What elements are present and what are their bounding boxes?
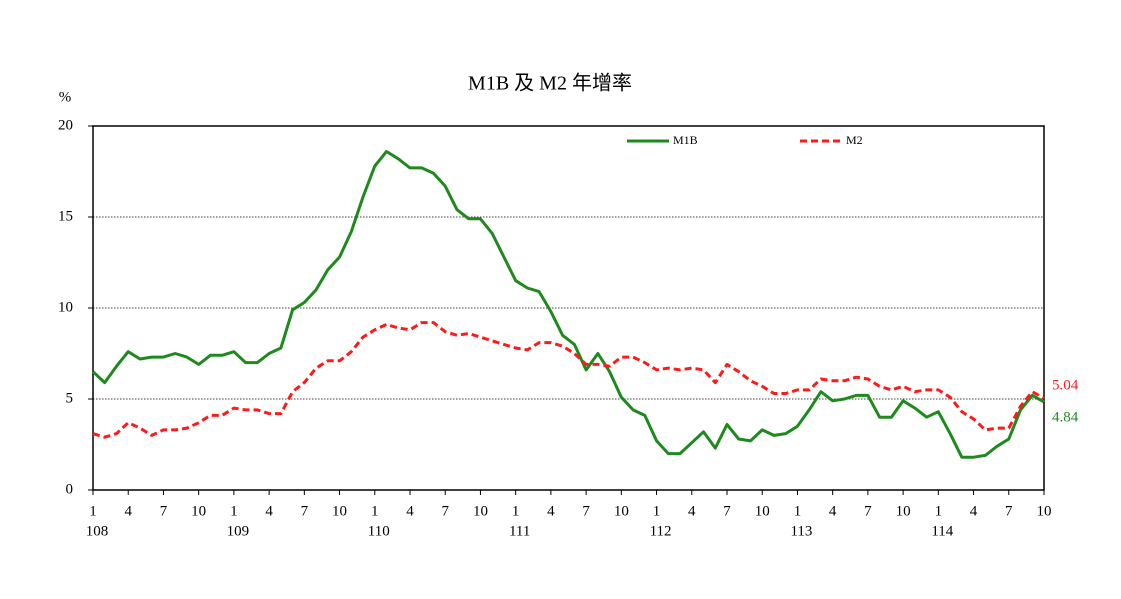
x-tick-label: 10	[473, 503, 488, 519]
y-axis-label: %	[59, 89, 72, 105]
x-year-label: 109	[227, 523, 250, 539]
x-tick-label: 1	[794, 503, 802, 519]
x-tick-label: 1	[89, 503, 97, 519]
y-tick-label: 10	[58, 299, 73, 315]
x-tick-label: 4	[970, 503, 978, 519]
x-tick-label: 10	[614, 503, 629, 519]
plot-frame	[92, 125, 1045, 491]
y-tick-label: 15	[58, 208, 73, 224]
x-tick-label: 1	[512, 503, 520, 519]
x-tick-label: 4	[124, 503, 132, 519]
x-year-label: 114	[931, 523, 953, 539]
x-tick-label: 7	[582, 503, 590, 519]
legend-label: M2	[846, 133, 863, 147]
x-year-label: 112	[650, 523, 672, 539]
x-year-label: 110	[368, 523, 390, 539]
end-value-label: 4.84	[1052, 409, 1079, 425]
x-tick-label: 4	[688, 503, 696, 519]
x-year-label: 113	[790, 523, 812, 539]
x-tick-label: 1	[935, 503, 943, 519]
x-tick-label: 7	[864, 503, 872, 519]
x-tick-label: 10	[1037, 503, 1052, 519]
x-tick-label: 4	[406, 503, 414, 519]
x-tick-label: 4	[265, 503, 273, 519]
chart-title: M1B 及 M2 年增率	[468, 72, 632, 95]
x-tick-label: 4	[829, 503, 837, 519]
x-year-label: 111	[509, 523, 530, 539]
x-tick-label: 1	[371, 503, 379, 519]
x-tick-label: 7	[160, 503, 168, 519]
end-value-label: 5.04	[1052, 378, 1079, 394]
series-line	[91, 150, 1045, 459]
y-tick-label: 20	[58, 117, 73, 133]
x-tick-label: 10	[332, 503, 347, 519]
x-tick-label: 7	[1005, 503, 1013, 519]
x-tick-label: 10	[191, 503, 206, 519]
x-year-label: 108	[86, 523, 109, 539]
x-tick-label: 7	[441, 503, 449, 519]
series-line	[92, 321, 1045, 439]
x-tick-label: 1	[653, 503, 661, 519]
x-tick-label: 7	[301, 503, 309, 519]
x-tick-label: 7	[723, 503, 731, 519]
legend-label: M1B	[673, 133, 698, 147]
x-tick-label: 10	[755, 503, 770, 519]
x-tick-label: 10	[896, 503, 911, 519]
y-tick-label: 5	[66, 390, 74, 406]
y-tick-label: 0	[66, 481, 74, 497]
x-tick-label: 1	[230, 503, 238, 519]
x-tick-label: 4	[547, 503, 555, 519]
